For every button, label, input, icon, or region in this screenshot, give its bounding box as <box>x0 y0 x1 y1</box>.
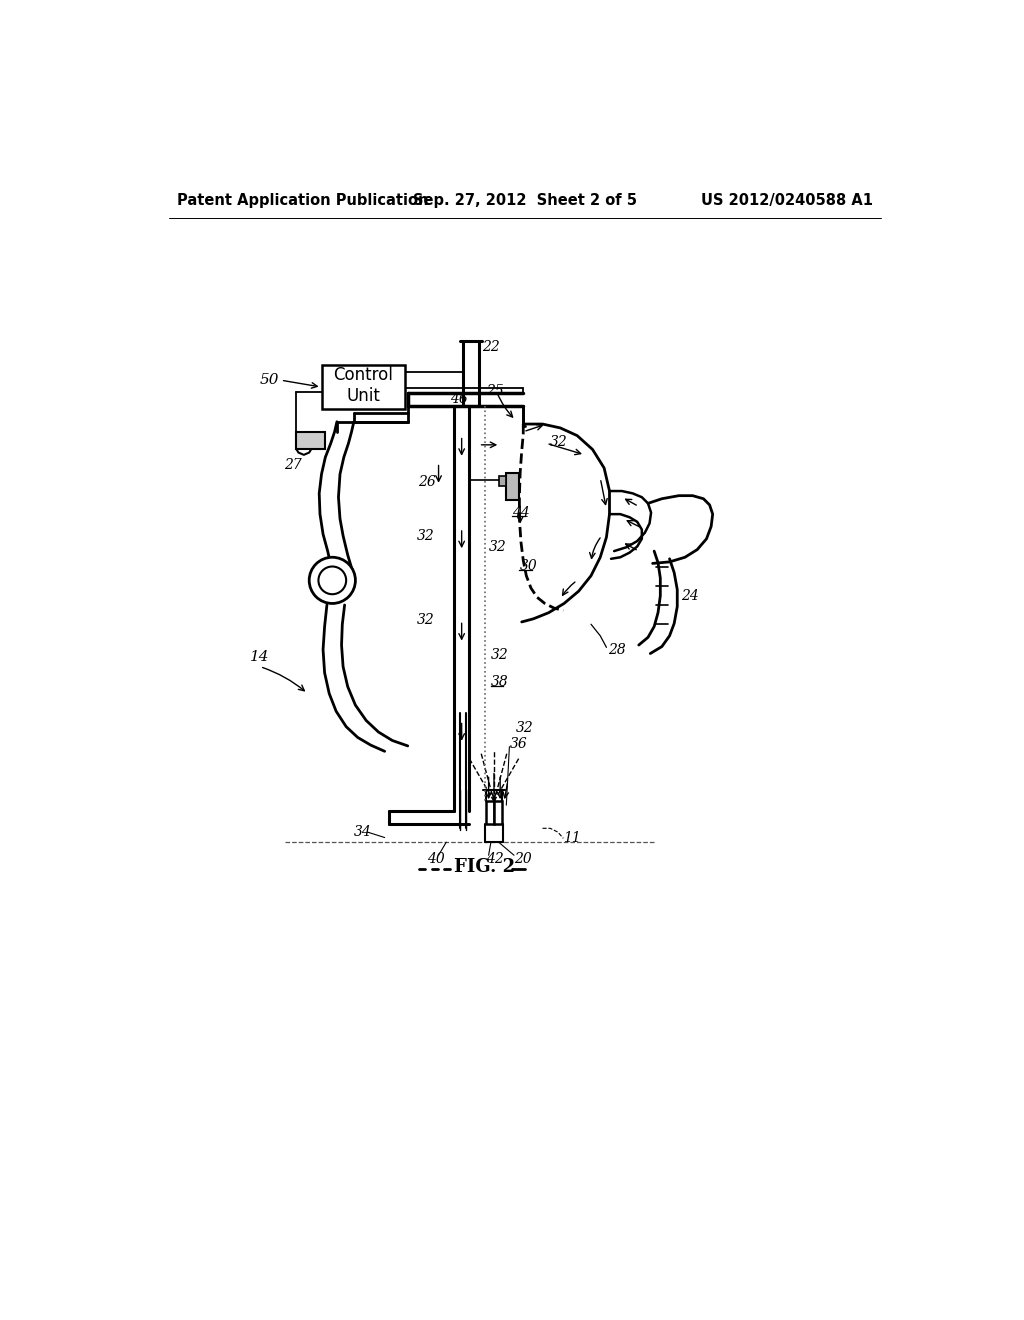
Bar <box>486 801 494 825</box>
Text: 14: 14 <box>250 651 269 664</box>
Text: 36: 36 <box>509 737 527 751</box>
Bar <box>296 432 326 449</box>
Text: 32: 32 <box>550 434 568 449</box>
Text: 30: 30 <box>519 560 538 573</box>
Text: 40: 40 <box>427 853 444 866</box>
Text: 27: 27 <box>285 458 302 471</box>
Text: 26: 26 <box>418 475 435 488</box>
Text: 50: 50 <box>260 374 280 387</box>
Text: 32: 32 <box>490 648 509 663</box>
Text: 22: 22 <box>481 341 500 354</box>
Circle shape <box>309 557 355 603</box>
Text: Patent Application Publication: Patent Application Publication <box>177 193 428 209</box>
Text: 32: 32 <box>515 721 534 735</box>
Text: FIG. 2: FIG. 2 <box>455 858 515 875</box>
Bar <box>494 801 502 825</box>
Text: Control
Unit: Control Unit <box>333 366 393 405</box>
Text: 25: 25 <box>486 384 504 397</box>
Text: Sep. 27, 2012  Sheet 2 of 5: Sep. 27, 2012 Sheet 2 of 5 <box>413 193 637 209</box>
Bar <box>322 364 404 409</box>
Text: 11: 11 <box>563 830 581 845</box>
Text: 34: 34 <box>354 825 372 840</box>
Text: 42: 42 <box>486 853 504 866</box>
Text: 32: 32 <box>417 529 435 543</box>
Text: 46: 46 <box>451 392 468 405</box>
Text: 44: 44 <box>512 506 530 520</box>
Bar <box>499 477 506 486</box>
Text: US 2012/0240588 A1: US 2012/0240588 A1 <box>700 193 872 209</box>
Circle shape <box>318 566 346 594</box>
Text: 32: 32 <box>488 540 506 554</box>
Text: 20: 20 <box>514 853 531 866</box>
Text: 38: 38 <box>490 675 509 689</box>
Text: 32: 32 <box>417 614 435 627</box>
Text: 28: 28 <box>608 643 626 656</box>
Bar <box>506 473 518 499</box>
Text: 24: 24 <box>681 589 698 603</box>
